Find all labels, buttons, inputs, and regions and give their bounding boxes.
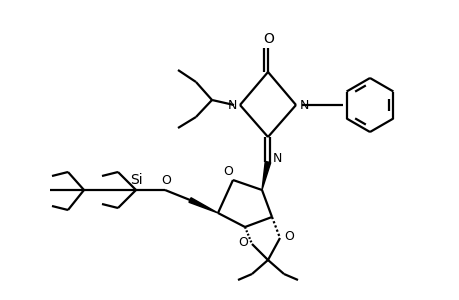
Text: N: N — [227, 98, 236, 112]
Polygon shape — [262, 161, 270, 190]
Polygon shape — [189, 198, 218, 213]
Text: O: O — [223, 164, 232, 178]
Text: O: O — [238, 236, 247, 248]
Text: Si: Si — [129, 173, 142, 187]
Text: N: N — [272, 152, 281, 164]
Text: O: O — [284, 230, 293, 242]
Text: O: O — [263, 32, 274, 46]
Text: N: N — [299, 98, 308, 112]
Text: O: O — [161, 173, 171, 187]
